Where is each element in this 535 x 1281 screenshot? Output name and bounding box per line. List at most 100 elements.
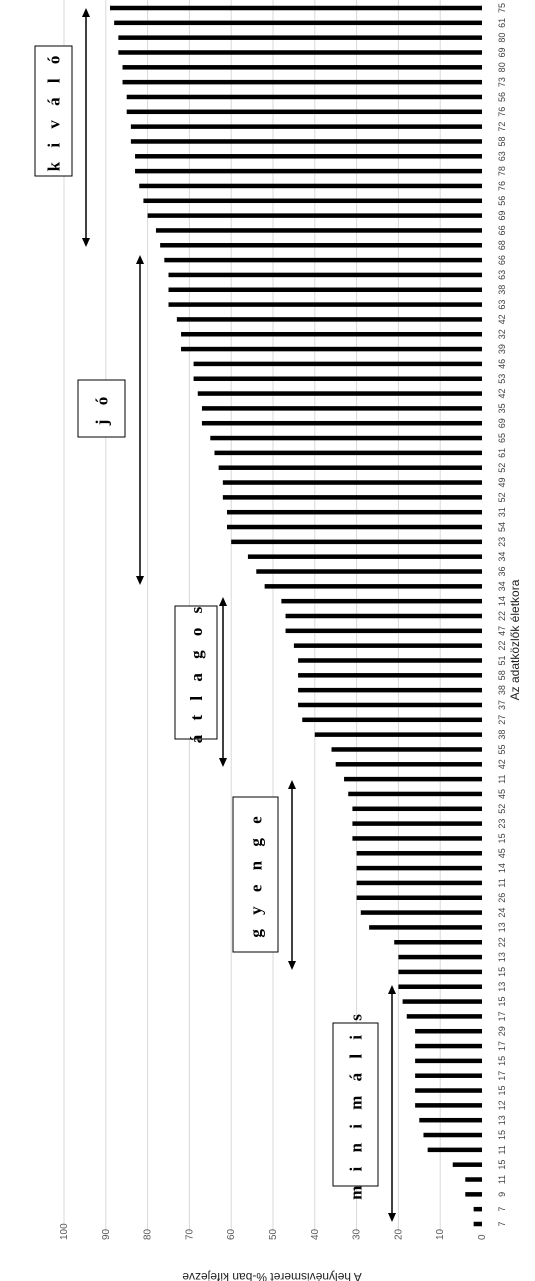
bar xyxy=(298,687,482,693)
x-tick-label: 53 xyxy=(497,374,507,384)
bar xyxy=(302,717,482,723)
x-tick-label: 63 xyxy=(497,300,507,310)
x-tick-label: 52 xyxy=(497,804,507,814)
x-tick-label: 23 xyxy=(497,819,507,829)
x-tick-label: 14 xyxy=(497,863,507,873)
x-tick-label: 38 xyxy=(497,730,507,740)
bar xyxy=(227,524,482,530)
bar xyxy=(344,776,482,782)
x-tick-label: 63 xyxy=(497,151,507,161)
bar xyxy=(256,569,482,574)
bar xyxy=(218,465,482,470)
y-tick-label: 40 xyxy=(310,1228,321,1240)
x-tick-label: 69 xyxy=(497,418,507,428)
bar xyxy=(356,880,482,886)
x-tick-label: 17 xyxy=(497,1041,507,1051)
bar xyxy=(114,20,482,26)
category-annotation: m i n i m á l i s xyxy=(332,985,396,1222)
x-tick-label: 47 xyxy=(497,626,507,636)
y-tick-label: 80 xyxy=(143,1228,154,1240)
x-tick-label: 15 xyxy=(497,1086,507,1096)
arrowhead xyxy=(388,1213,396,1222)
x-tick-label: 11 xyxy=(497,1145,507,1154)
x-tick-label: 13 xyxy=(497,922,507,932)
annotation-label: m i n i m á l i s xyxy=(347,1009,366,1200)
bar xyxy=(369,925,482,930)
x-tick-label: 22 xyxy=(497,611,507,621)
bar xyxy=(197,391,482,396)
x-tick-label: 37 xyxy=(497,700,507,710)
x-tick-label: 61 xyxy=(497,18,507,28)
bar xyxy=(465,1177,482,1182)
annotation-box xyxy=(34,45,73,177)
x-tick-label: 12 xyxy=(497,1100,507,1110)
y-tick-label: 20 xyxy=(393,1228,404,1240)
bar xyxy=(264,584,482,589)
x-tick-label: 39 xyxy=(497,344,507,354)
x-tick-label: 69 xyxy=(497,211,507,221)
bar xyxy=(193,376,482,381)
bars xyxy=(109,5,483,1227)
x-tick-label: 42 xyxy=(497,314,507,324)
bar xyxy=(210,435,483,441)
bar xyxy=(293,643,482,648)
x-tick-label: 15 xyxy=(497,1130,507,1140)
bar xyxy=(214,450,483,456)
annotation-label: k i v á l ó xyxy=(45,51,64,172)
x-tick-label: 17 xyxy=(497,1071,507,1081)
bar xyxy=(193,361,482,367)
bar xyxy=(356,895,482,901)
x-tick-label: 11 xyxy=(497,774,507,783)
bar xyxy=(181,331,483,337)
x-tick-label: 38 xyxy=(497,285,507,295)
bar xyxy=(139,183,483,189)
x-tick-label: 14 xyxy=(497,596,507,606)
x-tick-label: 68 xyxy=(497,240,507,250)
annotation-box xyxy=(332,1022,379,1187)
x-tick-label: 72 xyxy=(497,122,507,132)
y-axis-label: A helynévismeret %-ban kifejezve xyxy=(182,1270,362,1281)
bar xyxy=(298,702,482,708)
x-tick-label: 56 xyxy=(497,196,507,206)
x-tick-label: 65 xyxy=(497,433,507,443)
bar xyxy=(402,999,482,1004)
bar xyxy=(356,865,482,871)
x-tick-label: 69 xyxy=(497,47,507,57)
bar xyxy=(285,613,482,619)
bar xyxy=(135,168,482,174)
arrowhead xyxy=(136,255,144,264)
bar xyxy=(352,821,482,826)
bar xyxy=(356,851,482,856)
annotation-box xyxy=(174,605,218,740)
x-tick-labels: 7 7 9 11 15 11 15 13 12 15 17 15 17 29 17 15 13 15 13 22 13 2… xyxy=(497,3,507,1227)
category-annotation: k i v á l ó xyxy=(34,8,90,247)
bar xyxy=(126,109,482,115)
x-tick-label: 49 xyxy=(497,478,507,488)
bar xyxy=(168,272,482,278)
y-tick-label: 60 xyxy=(226,1228,237,1240)
arrowhead xyxy=(388,985,396,994)
x-tick-label: 58 xyxy=(497,670,507,680)
bar xyxy=(155,228,482,233)
annotation-label: á t l a g o s xyxy=(187,602,206,744)
x-tick-label: 45 xyxy=(497,848,507,858)
bar xyxy=(398,954,482,960)
bar xyxy=(201,406,482,411)
x-tick-label: 38 xyxy=(497,685,507,695)
x-tick-label: 17 xyxy=(497,1011,507,1021)
category-annotation: j ó xyxy=(77,255,144,585)
bar xyxy=(201,420,482,426)
x-tick-label: 13 xyxy=(497,982,507,992)
x-tick-label: 52 xyxy=(497,492,507,502)
x-tick-label: 75 xyxy=(497,3,507,13)
annotation-box xyxy=(232,796,279,953)
bar xyxy=(135,154,482,159)
bar xyxy=(298,658,482,663)
x-tick-label: 45 xyxy=(497,789,507,799)
x-tick-label: 15 xyxy=(497,967,507,977)
bar xyxy=(168,287,482,293)
x-tick-label: 22 xyxy=(497,937,507,947)
x-tick-label: 15 xyxy=(497,1056,507,1066)
y-tick-labels: 0 10 20 30 40 50 60 70 80 90 100 xyxy=(59,1223,488,1240)
